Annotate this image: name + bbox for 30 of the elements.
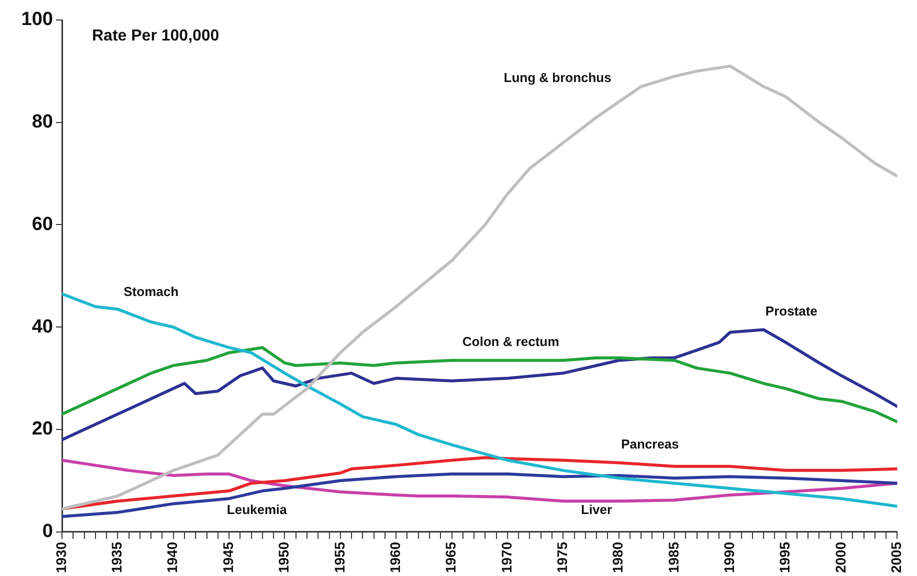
y-tick-label: 20 [32, 418, 53, 440]
x-tick-label: 1955 [331, 542, 348, 574]
x-tick-label: 1945 [220, 542, 236, 574]
y-tick-label: 0 [42, 521, 53, 542]
x-tick-label: 1995 [776, 542, 793, 574]
x-tick-label: 1975 [554, 542, 570, 574]
x-tick-label: 1980 [610, 542, 626, 574]
x-tick-label: 1930 [52, 542, 69, 574]
x-tick-label: 1970 [498, 542, 514, 574]
series-label: Liver [580, 502, 612, 517]
x-tick-label: 2005 [888, 542, 904, 574]
x-tick-label: 1950 [276, 542, 292, 574]
series-label: Stomach [124, 284, 179, 299]
x-tick-label: 1965 [442, 542, 459, 574]
series-label: Leukemia [226, 502, 288, 517]
y-tick-label: 40 [32, 316, 53, 338]
series-label: Colon & rectum [462, 334, 560, 350]
series-label: Prostate [765, 303, 818, 318]
x-tick-label: 1960 [386, 542, 403, 574]
series-label: Pancreas [621, 436, 679, 452]
y-tick-label: 100 [21, 9, 53, 30]
y-axis-title: Rate Per 100,000 [92, 27, 220, 44]
x-tick-label: 1935 [108, 542, 125, 574]
x-tick-label: 2000 [832, 542, 848, 574]
x-tick-label: 1985 [665, 542, 682, 574]
y-tick-label: 80 [32, 112, 53, 133]
y-tick-label: 60 [32, 214, 53, 235]
x-tick-label: 1940 [164, 542, 180, 574]
series-label: Lung & bronchus [504, 70, 612, 85]
x-tick-label: 1990 [721, 542, 738, 574]
